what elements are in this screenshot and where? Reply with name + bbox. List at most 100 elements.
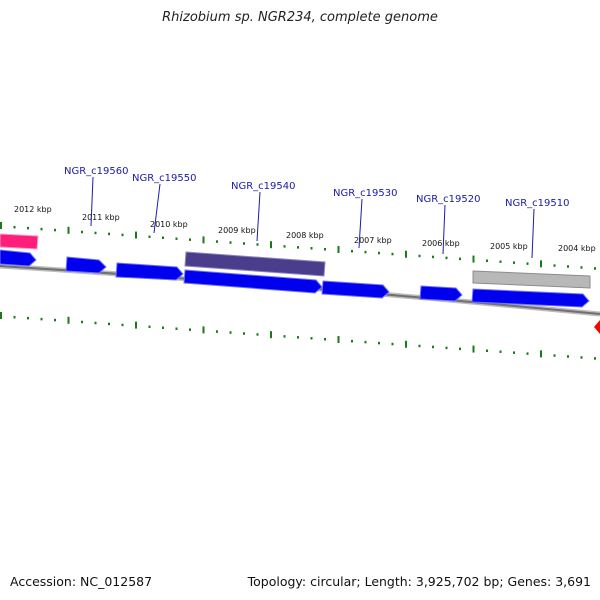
minor-tick: [580, 356, 583, 359]
major-tick: [472, 345, 475, 353]
minor-tick: [81, 320, 83, 324]
minor-tick: [486, 259, 488, 263]
minor-tick: [513, 261, 515, 264]
scale-label-2012: 2012 kbp: [14, 205, 52, 214]
scale-label-2005: 2005 kbp: [490, 242, 528, 251]
minor-tick: [351, 249, 353, 253]
gene-label-NGR_c19520[interactable]: NGR_c19520: [416, 194, 481, 205]
minor-tick: [243, 332, 245, 335]
minor-tick: [364, 340, 367, 344]
minor-tick: [27, 316, 29, 320]
highlighted-gene-NGR_c19540[interactable]: [184, 251, 326, 277]
gene-label-NGR_c19550[interactable]: NGR_c19550: [132, 173, 197, 184]
minor-tick: [54, 318, 56, 322]
minor-tick: [526, 352, 529, 355]
leader-line: [153, 183, 161, 234]
minor-tick: [513, 351, 515, 354]
minor-tick: [40, 317, 43, 321]
major-tick: [270, 331, 272, 339]
minor-tick: [94, 231, 97, 235]
minor-tick: [297, 336, 299, 339]
genome-title: Rhizobium sp. NGR234, complete genome: [162, 10, 438, 25]
minor-tick: [418, 344, 421, 348]
scale-label-2006: 2006 kbp: [422, 239, 460, 248]
minor-tick: [459, 347, 461, 351]
major-tick: [337, 335, 340, 343]
pseudogene-feature[interactable]: [472, 270, 591, 289]
inner-scale-ticks: [0, 312, 596, 360]
minor-tick: [13, 225, 16, 229]
minor-tick: [391, 342, 394, 346]
minor-tick: [175, 327, 178, 330]
minor-tick: [108, 232, 110, 236]
major-tick: [135, 321, 137, 329]
minor-tick: [27, 226, 29, 230]
outer-scale-ticks: [0, 222, 596, 270]
minor-tick: [175, 237, 178, 240]
cds-arrow[interactable]: [183, 269, 323, 294]
minor-tick: [459, 257, 461, 261]
major-tick: [67, 316, 70, 324]
minor-tick: [486, 349, 488, 353]
scale-label-2011: 2011 kbp: [82, 213, 120, 222]
minor-tick: [391, 252, 394, 256]
minor-tick: [13, 315, 16, 319]
minor-tick: [54, 228, 56, 232]
minor-tick: [310, 337, 313, 340]
cds-arrow[interactable]: [321, 280, 390, 299]
cds-arrow[interactable]: [115, 262, 184, 281]
gene-label-NGR_c19510[interactable]: NGR_c19510: [505, 198, 570, 209]
minor-tick: [526, 262, 529, 265]
leader-line: [531, 208, 535, 259]
major-tick: [337, 245, 340, 253]
leader-line: [256, 191, 261, 242]
major-tick: [135, 231, 137, 239]
minor-tick: [283, 335, 286, 338]
minor-tick: [310, 247, 313, 250]
rna-feature[interactable]: [0, 233, 39, 250]
scale-label-2009: 2009 kbp: [218, 226, 256, 235]
accession-text: Accession: NC_012587: [10, 574, 153, 589]
minor-tick: [351, 339, 353, 343]
major-tick: [472, 255, 475, 263]
leader-line: [358, 198, 363, 249]
minor-tick: [283, 245, 286, 248]
major-tick: [270, 241, 272, 249]
minor-tick: [40, 227, 43, 231]
gene-label-NGR_c19530[interactable]: NGR_c19530: [333, 188, 398, 199]
minor-tick: [594, 267, 596, 270]
minor-tick: [580, 266, 583, 269]
minor-tick: [378, 251, 380, 255]
cds-arrow[interactable]: [471, 288, 590, 308]
minor-tick: [324, 248, 326, 251]
major-tick: [0, 312, 2, 319]
minor-tick: [81, 230, 83, 234]
scale-label-2010: 2010 kbp: [150, 220, 188, 229]
minor-tick: [499, 350, 502, 353]
minor-tick: [229, 241, 232, 244]
minor-tick: [418, 254, 421, 258]
gene-label-NGR_c19560[interactable]: NGR_c19560: [64, 166, 129, 177]
minor-tick: [148, 235, 151, 239]
minor-tick: [432, 255, 434, 259]
red-marker[interactable]: [594, 320, 600, 334]
leader-line: [90, 176, 94, 227]
minor-tick: [189, 238, 191, 241]
scale-label-2004: 2004 kbp: [558, 244, 596, 253]
minor-tick: [121, 233, 124, 237]
major-tick: [405, 340, 407, 348]
major-tick: [405, 250, 407, 258]
gene-label-NGR_c19540[interactable]: NGR_c19540: [231, 181, 296, 192]
minor-tick: [148, 325, 151, 329]
cds-arrow[interactable]: [0, 249, 37, 267]
minor-tick: [229, 331, 232, 334]
cds-arrow[interactable]: [65, 256, 107, 274]
major-tick: [0, 222, 2, 229]
minor-tick: [162, 326, 164, 330]
cds-arrow[interactable]: [419, 285, 463, 302]
minor-tick: [594, 357, 596, 360]
leader-line: [442, 204, 446, 255]
minor-tick: [432, 345, 434, 349]
minor-tick: [445, 256, 448, 260]
minor-tick: [216, 240, 218, 243]
